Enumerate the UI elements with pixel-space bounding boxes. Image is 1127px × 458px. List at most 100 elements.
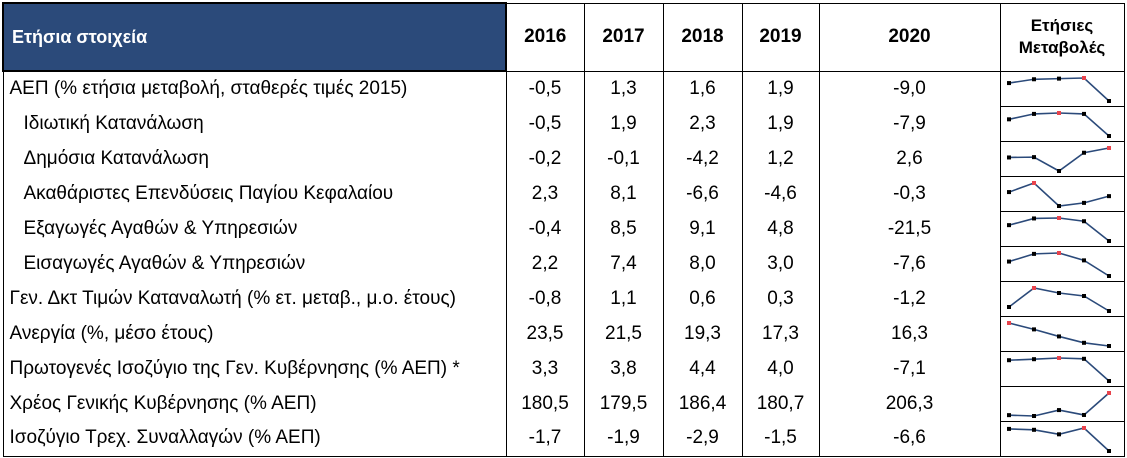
value-cell-2016: -0,5 <box>505 106 585 141</box>
value-cell-2019: 4,8 <box>741 211 820 246</box>
sparkline-point-2018 <box>1056 76 1061 81</box>
sparkline-point-2016 <box>1006 357 1011 362</box>
year-header-2020: 2020 <box>818 2 1001 72</box>
sparkline-point-2020 <box>1106 193 1111 198</box>
value-cell-2019: 17,3 <box>741 316 820 351</box>
sparkline-cell <box>999 70 1125 107</box>
value-cell-2020: -7,9 <box>818 106 1001 141</box>
sparkline <box>1006 250 1111 278</box>
sparkline-point-2016 <box>1006 189 1011 194</box>
value-cell-2020: 206,3 <box>818 386 1001 421</box>
sparkline-point-2020 <box>1106 238 1111 243</box>
table-row: Εισαγωγές Αγαθών & Υπηρεσιών 2,2 7,4 8,0 3,0… <box>2 245 1125 282</box>
sparkline-point-2018 <box>1056 431 1061 436</box>
value-cell-2020: -9,0 <box>818 71 1001 106</box>
sparkline-point-2020 <box>1106 308 1111 313</box>
sparkline-cell <box>999 245 1125 282</box>
sparkline-point-2018 <box>1056 250 1061 255</box>
sparkline-point-2017 <box>1031 356 1036 361</box>
value-cell-2016: 3,3 <box>505 351 585 386</box>
sparkline-cell <box>999 140 1125 177</box>
sparkline-line <box>1008 181 1109 207</box>
value-cell-2016: 2,3 <box>505 176 585 211</box>
sparkline-point-2017 <box>1031 111 1036 116</box>
value-cell-2017: 21,5 <box>583 316 664 351</box>
row-label: Πρωτογενές Ισοζύγιο της Γεν. Κυβέρνησης … <box>2 351 507 386</box>
sparkline-point-2016 <box>1006 154 1011 159</box>
value-cell-2018: 8,0 <box>662 246 743 281</box>
value-cell-2019: 1,9 <box>741 106 820 141</box>
table-row: Ισοζύγιο Τρεχ. Συναλλαγών (% ΑΕΠ) -1,7 -1,… <box>2 420 1125 457</box>
year-header-2017: 2017 <box>583 2 664 72</box>
value-cell-2020: -21,5 <box>818 211 1001 246</box>
value-cell-2018: 4,4 <box>662 351 743 386</box>
value-cell-2017: 3,8 <box>583 351 664 386</box>
sparkline-cell <box>999 210 1125 247</box>
sparkline-point-2019 <box>1081 150 1086 155</box>
sparkline-point-2019 <box>1081 412 1086 417</box>
sparkline <box>1006 110 1111 138</box>
sparkline-point-2016 <box>1006 259 1011 264</box>
value-cell-2017: -0,1 <box>583 141 664 176</box>
sparkline-line <box>1008 251 1109 277</box>
value-cell-2018: 0,6 <box>662 281 743 316</box>
table-row: Χρέος Γενικής Κυβέρνησης (% ΑΕΠ) 180,5 179… <box>2 385 1125 422</box>
value-cell-2016: -0,5 <box>505 71 585 106</box>
table-row: Εξαγωγές Αγαθών & Υπηρεσιών -0,4 8,5 9,1 4,8… <box>2 210 1125 247</box>
value-cell-2017: 7,4 <box>583 246 664 281</box>
value-cell-2019: 4,0 <box>741 351 820 386</box>
value-cell-2017: 1,3 <box>583 71 664 106</box>
sparkline-cell <box>999 385 1125 422</box>
value-cell-2018: 1,6 <box>662 71 743 106</box>
sparkline-point-2020 <box>1106 273 1111 278</box>
year-header-2016: 2016 <box>505 2 585 72</box>
row-label: Δημόσια Κατανάλωση <box>2 141 507 176</box>
sparkline-point-2018 <box>1056 203 1061 208</box>
value-cell-2018: -4,2 <box>662 141 743 176</box>
sparkline-point-2018 <box>1056 110 1061 115</box>
sparkline-point-2016 <box>1006 412 1011 417</box>
sparkline-line <box>1008 356 1110 382</box>
table-row: Πρωτογενές Ισοζύγιο της Γεν. Κυβέρνησης … <box>2 350 1125 387</box>
header-row: Ετήσια στοιχεία 2016 2017 2018 2019 2020… <box>2 2 1125 72</box>
value-cell-2017: -1,9 <box>583 421 664 457</box>
value-cell-2019: 180,7 <box>741 386 820 421</box>
value-cell-2018: 19,3 <box>662 316 743 351</box>
row-label: Ακαθάριστες Επενδύσεις Παγίου Κεφαλαίου <box>2 176 507 211</box>
value-cell-2017: 1,1 <box>583 281 664 316</box>
value-cell-2019: 3,0 <box>741 246 820 281</box>
sparkline-header-line2: Μεταβολές <box>1018 38 1106 57</box>
row-label: Ανεργία (%, μέσο έτους) <box>2 316 507 351</box>
sparkline-cell <box>999 420 1125 457</box>
value-cell-2020: -7,1 <box>818 351 1001 386</box>
sparkline-point-2016 <box>1006 320 1011 325</box>
sparkline-header: Ετήσιες Μεταβολές <box>999 2 1125 72</box>
value-cell-2016: 180,5 <box>505 386 585 421</box>
sparkline-point-2019 <box>1081 356 1086 361</box>
sparkline-header-line1: Ετήσιες <box>1030 16 1094 35</box>
table-row: Γεν. Δκτ Τιμών Καταναλωτή (% ετ. μεταβ.,… <box>2 280 1125 317</box>
sparkline-point-2020 <box>1106 343 1111 348</box>
sparkline-point-2019 <box>1081 111 1086 116</box>
sparkline-point-2019 <box>1081 340 1086 345</box>
sparkline-point-2017 <box>1031 215 1036 220</box>
sparkline-point-2020 <box>1106 390 1111 395</box>
sparkline-point-2017 <box>1031 76 1036 81</box>
sparkline-point-2019 <box>1081 200 1086 205</box>
sparkline <box>1006 215 1111 243</box>
sparkline <box>1006 75 1111 103</box>
sparkline-point-2019 <box>1081 75 1086 80</box>
sparkline-point-2016 <box>1006 116 1011 121</box>
value-cell-2017: 8,5 <box>583 211 664 246</box>
sparkline <box>1006 145 1111 173</box>
sparkline-point-2019 <box>1081 218 1086 223</box>
sparkline-cell <box>999 105 1125 142</box>
sparkline-point-2017 <box>1031 285 1036 290</box>
sparkline-point-2017 <box>1031 180 1036 185</box>
value-cell-2018: -6,6 <box>662 176 743 211</box>
sparkline-point-2017 <box>1031 427 1036 432</box>
sparkline-line <box>1008 76 1110 102</box>
value-cell-2018: -2,9 <box>662 421 743 457</box>
value-cell-2019: 1,2 <box>741 141 820 176</box>
